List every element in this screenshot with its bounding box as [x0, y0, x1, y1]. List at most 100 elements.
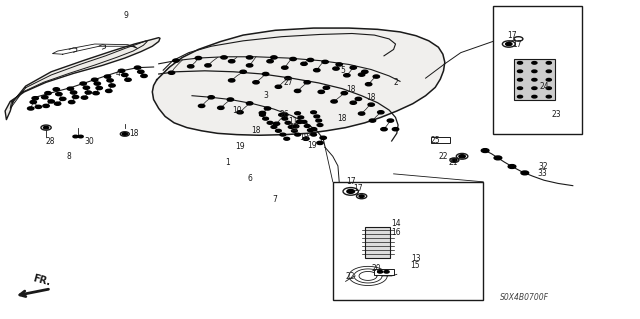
Text: 18: 18	[367, 93, 376, 102]
Circle shape	[122, 73, 128, 77]
Circle shape	[284, 137, 290, 140]
Text: 22: 22	[438, 152, 447, 161]
Circle shape	[268, 122, 273, 124]
Circle shape	[81, 96, 88, 99]
Circle shape	[355, 97, 362, 100]
Circle shape	[253, 81, 259, 84]
Circle shape	[237, 111, 243, 114]
Text: 5: 5	[340, 66, 345, 75]
Circle shape	[318, 90, 324, 93]
Text: 15: 15	[410, 261, 420, 270]
Text: 1: 1	[225, 158, 230, 167]
Circle shape	[275, 85, 282, 88]
Circle shape	[307, 58, 314, 62]
Circle shape	[48, 100, 54, 103]
Text: FR.: FR.	[31, 273, 52, 287]
Circle shape	[481, 149, 489, 152]
Circle shape	[282, 113, 288, 116]
Text: 2: 2	[393, 78, 398, 87]
Circle shape	[41, 125, 51, 130]
Circle shape	[68, 100, 75, 104]
Circle shape	[228, 60, 235, 63]
Circle shape	[518, 95, 522, 98]
Circle shape	[125, 78, 131, 81]
Circle shape	[205, 64, 211, 67]
Circle shape	[73, 135, 78, 138]
Text: 18: 18	[252, 126, 260, 135]
Circle shape	[304, 81, 310, 84]
Circle shape	[294, 89, 301, 93]
Circle shape	[30, 100, 36, 104]
Circle shape	[459, 155, 465, 158]
Circle shape	[532, 87, 537, 90]
Text: 9: 9	[124, 11, 129, 20]
Circle shape	[273, 122, 280, 125]
Circle shape	[120, 132, 129, 136]
Text: 33: 33	[538, 169, 548, 178]
Circle shape	[259, 111, 266, 115]
Circle shape	[218, 106, 224, 109]
Circle shape	[378, 111, 384, 114]
Text: 3: 3	[263, 91, 268, 100]
Circle shape	[54, 102, 61, 105]
Circle shape	[262, 117, 269, 120]
Circle shape	[246, 56, 253, 59]
Circle shape	[532, 95, 537, 98]
Circle shape	[494, 156, 502, 160]
Text: 27: 27	[283, 78, 293, 87]
Circle shape	[35, 105, 42, 108]
Circle shape	[311, 133, 317, 136]
Bar	[333, 182, 483, 300]
Circle shape	[317, 123, 323, 126]
Text: 32: 32	[538, 162, 548, 171]
Circle shape	[295, 133, 301, 136]
Circle shape	[92, 78, 98, 81]
Circle shape	[518, 70, 522, 73]
Circle shape	[195, 56, 202, 60]
Circle shape	[44, 126, 49, 129]
Circle shape	[56, 93, 62, 96]
Text: 11: 11	[289, 117, 298, 126]
Circle shape	[317, 141, 323, 145]
Circle shape	[344, 74, 350, 77]
Circle shape	[221, 56, 227, 59]
Circle shape	[322, 60, 328, 63]
Circle shape	[292, 125, 299, 128]
Circle shape	[350, 66, 356, 69]
Circle shape	[518, 87, 522, 90]
Circle shape	[341, 92, 348, 95]
Circle shape	[331, 100, 337, 103]
Circle shape	[141, 74, 147, 78]
Circle shape	[547, 78, 551, 81]
Text: 18: 18	[300, 133, 308, 142]
Circle shape	[96, 86, 102, 90]
Circle shape	[450, 158, 459, 162]
Text: 25: 25	[430, 136, 440, 145]
Circle shape	[246, 64, 253, 67]
Circle shape	[60, 97, 66, 100]
Text: 8: 8	[67, 152, 72, 161]
Circle shape	[45, 92, 51, 95]
Circle shape	[72, 95, 79, 99]
Text: 30: 30	[84, 137, 95, 146]
Circle shape	[282, 117, 288, 120]
Circle shape	[301, 62, 307, 65]
Text: 6: 6	[247, 174, 252, 182]
Circle shape	[358, 112, 365, 115]
Circle shape	[80, 82, 86, 85]
Circle shape	[333, 67, 339, 70]
Circle shape	[138, 70, 144, 73]
Circle shape	[122, 133, 127, 135]
Text: 18: 18	[338, 114, 347, 122]
Circle shape	[362, 70, 368, 73]
Circle shape	[518, 78, 522, 81]
Circle shape	[240, 70, 246, 73]
Text: 19: 19	[235, 142, 245, 151]
Text: 17: 17	[346, 177, 356, 186]
Text: 20: 20	[371, 264, 381, 273]
Circle shape	[109, 84, 115, 87]
Text: 13: 13	[411, 254, 421, 263]
Circle shape	[288, 126, 294, 129]
Circle shape	[134, 66, 141, 69]
Circle shape	[264, 107, 271, 110]
